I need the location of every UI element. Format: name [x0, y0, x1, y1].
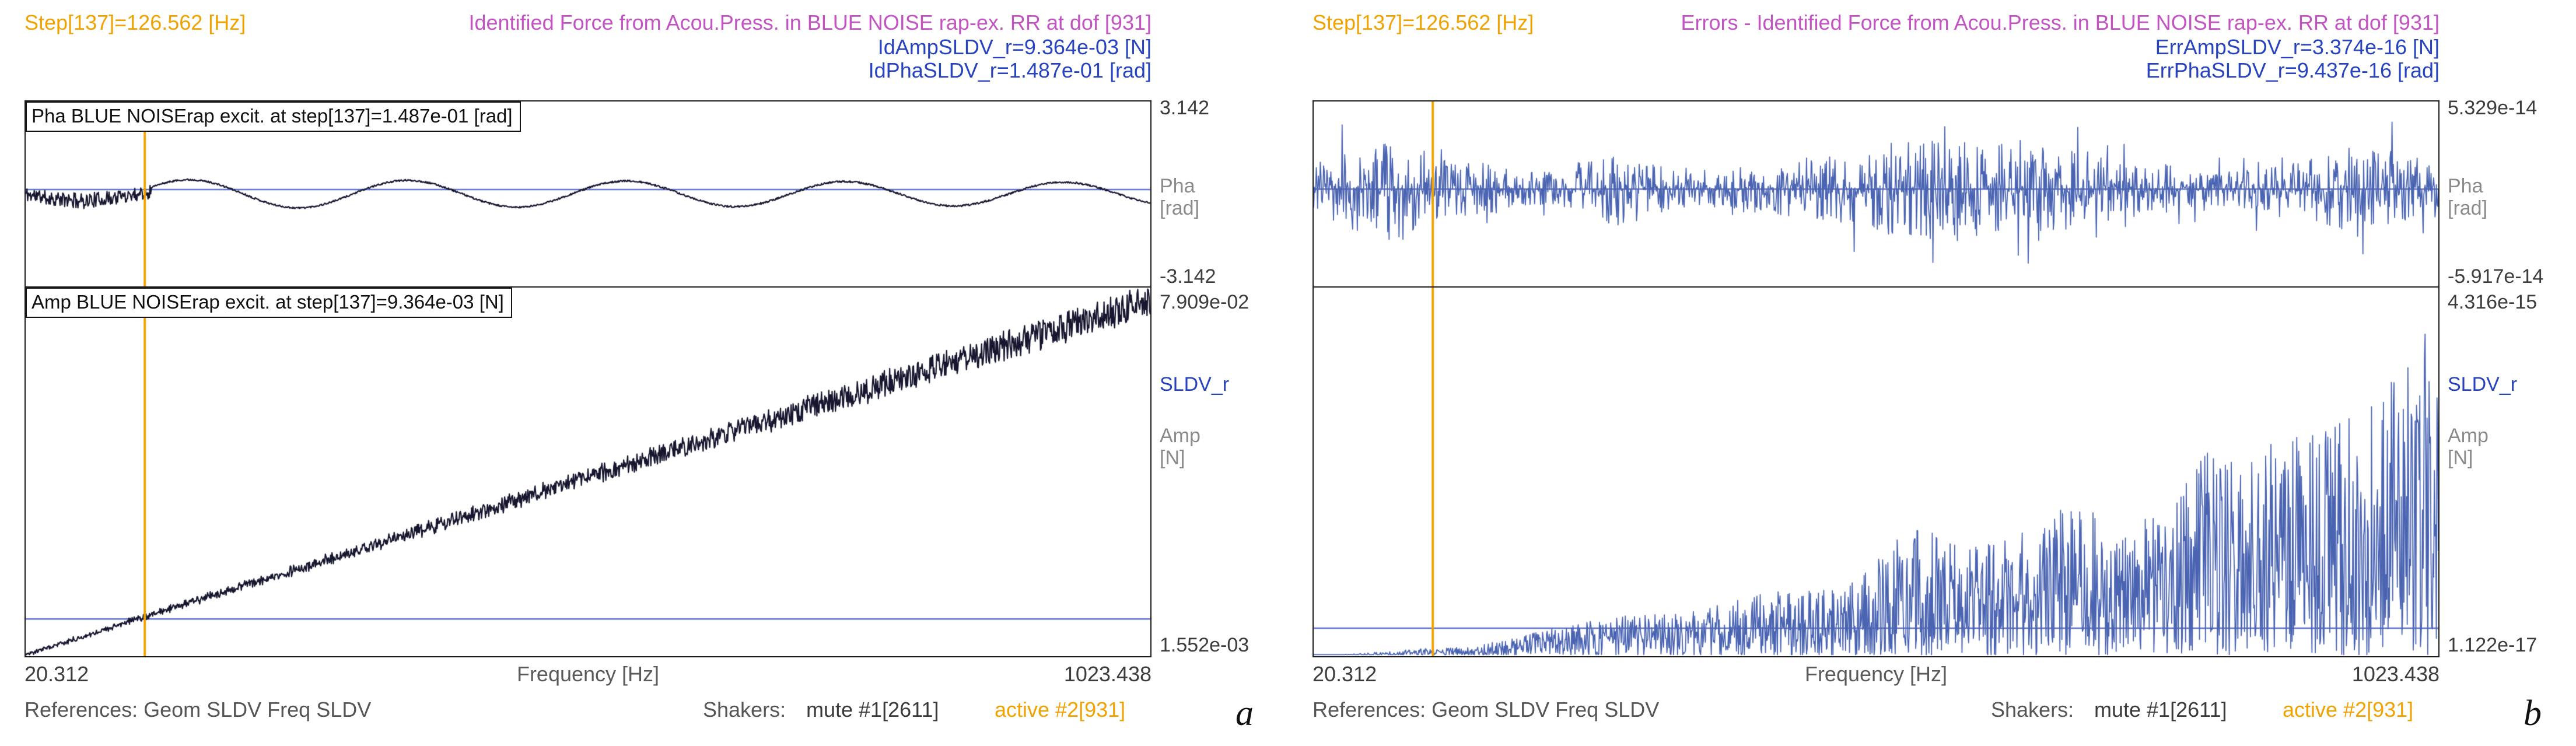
error-amp-unit-label: Amp [N]: [2448, 425, 2574, 469]
error-phase-plot: [1312, 100, 2440, 288]
amp-ymin-label: 1.552e-03: [1160, 634, 1250, 656]
x-axis-max-label: 1023.438: [2351, 662, 2440, 686]
error-phase-ymin-label: -5.917e-14: [2448, 265, 2544, 288]
error-amp-readout: ErrAmpSLDV_r=3.374e-16 [N]: [2155, 35, 2440, 59]
step-frequency-readout: Step[137]=126.562 [Hz]: [24, 10, 246, 34]
references-text: References: Geom SLDV Freq SLDV: [1312, 698, 1660, 722]
panel-title: Errors - Identified Force from Acou.Pres…: [1681, 10, 2440, 34]
error-phase-readout: ErrPhaSLDV_r=9.437e-16 [rad]: [2146, 58, 2440, 82]
shakers-label: Shakers:: [1991, 698, 2074, 722]
phase-ymax-label: 3.142: [1160, 97, 1210, 119]
amplitude-plot-label: Amp BLUE NOISErap excit. at step[137]=9.…: [26, 288, 512, 318]
series-label: SLDV_r: [1160, 373, 1230, 395]
shaker-mute-label: mute #1[2611]: [806, 698, 939, 722]
error-phase-unit-label: Pha [rad]: [2448, 175, 2574, 219]
error-amp-unit-line-2: [N]: [2448, 447, 2473, 470]
error-amp-ymax-label: 4.316e-15: [2448, 291, 2538, 313]
shaker-mute-label: mute #1[2611]: [2094, 698, 2227, 722]
phase-plot-canvas: [26, 101, 1150, 286]
amplitude-plot-canvas: [26, 288, 1150, 656]
error-amp-ymin-label: 1.122e-17: [2448, 634, 2538, 656]
subfigure-letter-b: b: [2524, 694, 2542, 733]
step-frequency-readout: Step[137]=126.562 [Hz]: [1312, 10, 1534, 34]
subfigure-b: Step[137]=126.562 [Hz] Errors - Identifi…: [1288, 0, 2576, 746]
amplitude-plot: Amp BLUE NOISErap excit. at step[137]=9.…: [24, 288, 1152, 657]
x-axis-min-label: 20.312: [1312, 662, 1377, 686]
x-axis-title: Frequency [Hz]: [516, 662, 660, 686]
panel-title: Identified Force from Acou.Press. in BLU…: [468, 10, 1152, 34]
references-text: References: Geom SLDV Freq SLDV: [24, 698, 372, 722]
phase-plot-label: Pha BLUE NOISErap excit. at step[137]=1.…: [26, 101, 521, 132]
x-axis-title: Frequency [Hz]: [1804, 662, 1948, 686]
phase-unit-line-2: [rad]: [1160, 197, 1200, 220]
identified-amp-readout: IdAmpSLDV_r=9.364e-03 [N]: [877, 35, 1152, 59]
error-amplitude-plot: [1312, 288, 2440, 657]
shaker-active-label: active #2[931]: [2283, 698, 2414, 722]
amp-unit-line-2: [N]: [1160, 447, 1185, 470]
shaker-active-label: active #2[931]: [995, 698, 1126, 722]
error-amp-unit-line-1: Amp: [2448, 425, 2488, 447]
phase-unit-line-1: Pha: [1160, 175, 1195, 197]
error-phase-unit-line-2: [rad]: [2448, 197, 2488, 220]
phase-ymin-label: -3.142: [1160, 265, 1216, 288]
phase-plot: Pha BLUE NOISErap excit. at step[137]=1.…: [24, 100, 1152, 288]
amp-unit-label: Amp [N]: [1160, 425, 1286, 469]
error-phase-plot-canvas: [1314, 101, 2438, 286]
amp-unit-line-1: Amp: [1160, 425, 1200, 447]
error-phase-unit-line-1: Pha: [2448, 175, 2483, 197]
subfigure-a: Step[137]=126.562 [Hz] Identified Force …: [24, 10, 1286, 733]
identified-phase-readout: IdPhaSLDV_r=1.487e-01 [rad]: [868, 58, 1152, 82]
x-axis-min-label: 20.312: [24, 662, 89, 686]
error-phase-ymax-label: 5.329e-14: [2448, 97, 2538, 119]
amp-ymax-label: 7.909e-02: [1160, 291, 1250, 313]
error-amplitude-plot-canvas: [1314, 288, 2438, 656]
shakers-label: Shakers:: [703, 698, 786, 722]
subfigure-letter-a: a: [1236, 694, 1254, 733]
series-label: SLDV_r: [2448, 373, 2518, 395]
phase-unit-label: Pha [rad]: [1160, 175, 1286, 219]
x-axis-max-label: 1023.438: [1063, 662, 1152, 686]
